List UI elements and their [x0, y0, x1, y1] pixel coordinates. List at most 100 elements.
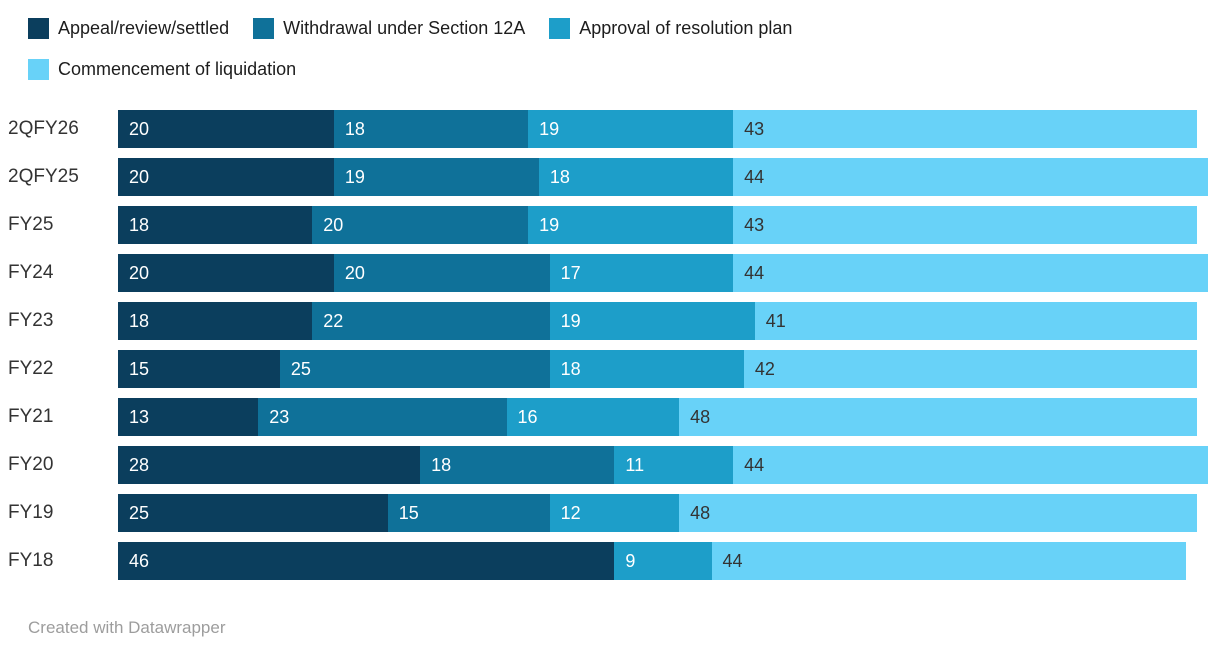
segment-value-label: 18: [129, 214, 150, 235]
bar-track: 13 23 16 48: [118, 398, 1208, 436]
bar-track: 20 20 17 44: [118, 254, 1208, 292]
segment-value-label: 28: [129, 454, 150, 475]
bar-segment: 17: [549, 254, 734, 292]
bar-track: 20 19 18 44: [118, 158, 1208, 196]
legend-label: Commencement of liquidation: [58, 59, 297, 79]
bar-segment: 20: [118, 158, 334, 196]
segment-value-label: 41: [765, 310, 786, 331]
stacked-bar: 15 25 18 42: [118, 350, 1208, 388]
segment-value-label: 44: [744, 454, 765, 475]
legend-item: Appeal/review/settled: [28, 16, 229, 41]
category-label: FY23: [8, 310, 54, 331]
bar-segment: 44: [733, 158, 1208, 196]
category-label: FY24: [8, 262, 54, 283]
stacked-bar: 13 23 16 48: [118, 398, 1208, 436]
chart-row: FY20 28 18 11 44: [0, 446, 1220, 484]
bar-segment: 19: [549, 302, 755, 340]
segment-value-label: 20: [129, 262, 150, 283]
bar-segment: 44: [733, 446, 1208, 484]
bar-segment: 18: [420, 446, 615, 484]
bar-segment: 11: [614, 446, 734, 484]
chart-row: FY18 46 9 44: [0, 542, 1220, 580]
bar-segment: 25: [279, 350, 550, 388]
bar-segment: 42: [743, 350, 1198, 388]
bar-segment: 23: [258, 398, 507, 436]
legend-item: Approval of resolution plan: [549, 16, 792, 41]
legend-swatch-icon: [253, 18, 275, 39]
bar-track: 28 18 11 44: [118, 446, 1208, 484]
segment-value-label: 43: [744, 118, 765, 139]
bar-track: 25 15 12 48: [118, 494, 1208, 532]
stacked-bar: 28 18 11 44: [118, 446, 1208, 484]
segment-value-label: 18: [549, 166, 570, 187]
segment-value-label: 19: [560, 310, 581, 331]
segment-value-label: 20: [344, 262, 365, 283]
legend-label: Appeal/review/settled: [58, 18, 230, 38]
segment-value-label: 9: [625, 550, 636, 571]
segment-value-label: 13: [129, 406, 150, 427]
bar-segment: 46: [118, 542, 615, 580]
chart-row: FY21 13 23 16 48: [0, 398, 1220, 436]
segment-value-label: 25: [290, 358, 311, 379]
segment-value-label: 18: [560, 358, 581, 379]
chart-row: 2QFY26 20 18 19 43: [0, 110, 1220, 148]
segment-value-label: 42: [754, 358, 775, 379]
category-label: FY25: [8, 214, 54, 235]
category-label: FY22: [8, 358, 54, 379]
bar-segment: 19: [333, 158, 539, 196]
bar-segment: 48: [679, 398, 1198, 436]
bar-segment: 18: [538, 158, 734, 196]
chart-row: FY25 18 20 19 43: [0, 206, 1220, 244]
bar-track: 18 22 19 41: [118, 302, 1208, 340]
attribution: Created with Datawrapper: [28, 618, 226, 637]
bar-segment: 28: [118, 446, 421, 484]
bar-segment: 18: [549, 350, 744, 388]
segment-value-label: 46: [129, 550, 150, 571]
bar-segment: 19: [528, 110, 734, 148]
segment-value-label: 12: [560, 502, 581, 523]
category-label: FY19: [8, 502, 54, 523]
bar-track: 20 18 19 43: [118, 110, 1208, 148]
bar-segment: 18: [118, 302, 313, 340]
legend-swatch-icon: [28, 59, 49, 80]
stacked-bar: 25 15 12 48: [118, 494, 1208, 532]
stacked-bar: 18 20 19 43: [118, 206, 1208, 244]
segment-value-label: 19: [539, 214, 560, 235]
bar-track: 15 25 18 42: [118, 350, 1208, 388]
chart-row: FY24 20 20 17 44: [0, 254, 1220, 292]
bar-track: 46 9 44: [118, 542, 1208, 580]
bar-segment: 43: [733, 110, 1198, 148]
category-label: FY21: [8, 406, 54, 427]
category-label: FY20: [8, 454, 54, 475]
bar-segment: 20: [118, 254, 334, 292]
legend-swatch-icon: [28, 18, 49, 39]
segment-value-label: 20: [129, 166, 150, 187]
bar-segment: 18: [118, 206, 313, 244]
bar-segment: 43: [733, 206, 1198, 244]
segment-value-label: 18: [129, 310, 150, 331]
legend: Appeal/review/settled Withdrawal under Se…: [0, 0, 1220, 82]
segment-value-label: 15: [129, 358, 150, 379]
legend-label: Withdrawal under Section 12A: [283, 18, 526, 38]
legend-swatch-icon: [549, 18, 571, 39]
bar-segment: 19: [528, 206, 734, 244]
stacked-bar: 18 22 19 41: [118, 302, 1208, 340]
bar-segment: 25: [118, 494, 388, 532]
bar-segment: 16: [506, 398, 680, 436]
bar-segment: 44: [711, 542, 1187, 580]
chart-row: 2QFY25 20 19 18 44: [0, 158, 1220, 196]
stacked-bar: 20 19 18 44: [118, 158, 1208, 196]
bar-segment: 20: [333, 254, 550, 292]
segment-value-label: 17: [560, 262, 581, 283]
segment-value-label: 44: [722, 550, 743, 571]
segment-value-label: 48: [690, 502, 711, 523]
segment-value-label: 20: [323, 214, 344, 235]
bar-segment: 20: [312, 206, 529, 244]
segment-value-label: 18: [431, 454, 452, 475]
chart-row: FY22 15 25 18 42: [0, 350, 1220, 388]
segment-value-label: 19: [344, 166, 365, 187]
segment-value-label: 11: [625, 454, 645, 475]
segment-value-label: 44: [744, 166, 765, 187]
segment-value-label: 23: [269, 406, 290, 427]
